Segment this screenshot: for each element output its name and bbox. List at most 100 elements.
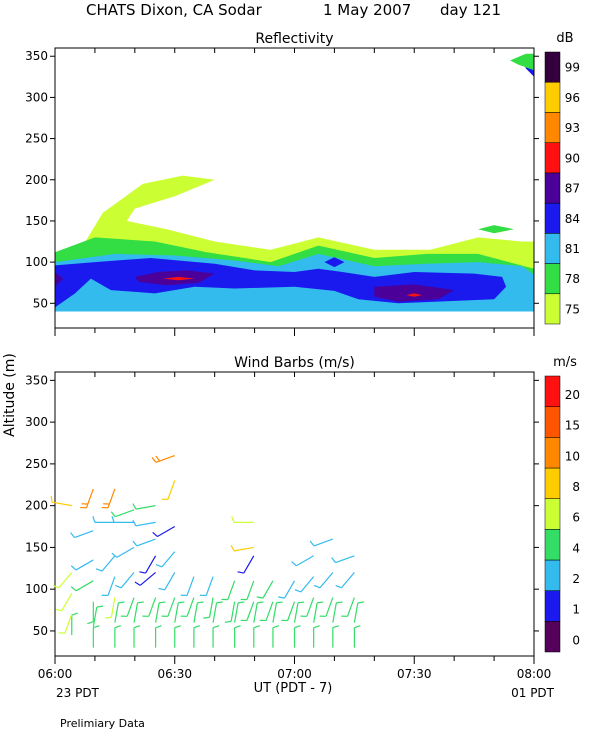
colorbar-label-1: 4 — [572, 541, 580, 555]
wind-barb — [133, 520, 156, 526]
wind-barb-staff — [194, 603, 197, 623]
y-tick-label-1: 350 — [25, 373, 48, 387]
colorbar-swatch-1 — [545, 437, 560, 468]
wind-barb — [333, 626, 339, 648]
y-tick-label-1: 100 — [25, 582, 48, 596]
wind-barb-staff — [121, 572, 134, 587]
wind-barb-staff — [354, 603, 357, 623]
colorbar-label-1: 6 — [572, 511, 580, 525]
wind-barb — [231, 545, 254, 551]
wind-barb-staff — [336, 556, 355, 563]
wind-barb — [115, 602, 125, 623]
wind-barb-staff — [295, 603, 298, 623]
wind-barb — [134, 602, 144, 623]
colorbar-label-1: 1 — [572, 603, 580, 617]
wind-barb-feather — [317, 602, 323, 603]
wind-barb-staff — [247, 581, 254, 600]
wind-barb-feather — [112, 516, 114, 522]
colorbar-swatch-1 — [545, 560, 560, 591]
wind-barb — [300, 598, 313, 617]
wind-barb-feather — [175, 626, 181, 628]
wind-barb-feather — [276, 602, 282, 603]
wind-barb-staff — [134, 603, 137, 623]
wind-barb — [181, 598, 194, 617]
colorbar-swatch-0 — [545, 82, 560, 112]
wind-barb-feather — [139, 572, 145, 573]
wind-barb — [71, 581, 93, 591]
wind-barb — [333, 602, 343, 623]
wind-barb-staff — [266, 602, 273, 621]
wind-barb — [281, 602, 294, 621]
wind-barb-feather — [71, 587, 76, 591]
wind-barb — [273, 626, 279, 648]
y-tick-label-0: 50 — [33, 296, 48, 310]
wind-barb-feather — [152, 457, 156, 462]
wind-barb-staff — [127, 598, 134, 617]
colorbar-swatch-0 — [545, 143, 560, 173]
colorbar-swatch-0 — [545, 173, 560, 203]
wind-barb-feather — [53, 585, 59, 587]
wind-barb-feather — [87, 622, 93, 624]
wind-barb-staff — [234, 547, 254, 550]
wind-barb — [336, 572, 355, 587]
wind-barb — [93, 626, 99, 648]
wind-barb — [159, 572, 175, 589]
wind-barb-staff — [165, 572, 175, 589]
wind-barb-feather — [197, 602, 203, 603]
wind-barb — [115, 626, 121, 648]
reflectivity-contour — [478, 225, 514, 233]
colorbar-label-0: 81 — [565, 242, 580, 256]
wind-barb-feather — [278, 597, 284, 598]
wind-barb-feather — [336, 602, 342, 603]
colorbar-label-0: 99 — [565, 61, 580, 75]
wind-barb-feather — [51, 496, 52, 502]
wind-barb-staff — [59, 572, 72, 587]
wind-barb — [332, 556, 355, 563]
chart-title-1: Wind Barbs (m/s) — [234, 355, 355, 371]
wind-barb-feather — [135, 582, 140, 585]
x-tick-label: 06:00 — [38, 667, 73, 681]
wind-barb-feather — [333, 626, 339, 628]
wind-barb — [225, 602, 235, 623]
colorbar-label-0: 78 — [565, 272, 580, 286]
wind-barb — [112, 516, 134, 522]
wind-barb — [153, 527, 175, 537]
x-tick-label: 07:30 — [397, 667, 432, 681]
right-time-label: 01 PDT — [511, 686, 555, 700]
wind-barb-feather — [231, 545, 234, 551]
wind-barb-feather — [105, 617, 111, 618]
wind-barb — [354, 602, 364, 623]
wind-barb-feather — [178, 602, 184, 603]
wind-barb — [102, 577, 115, 596]
wind-barb-staff — [108, 577, 115, 596]
preliminary-note: Prelimiary Data — [60, 717, 145, 730]
wind-barb — [71, 560, 93, 570]
wind-barb-staff — [149, 598, 156, 617]
wind-barb — [105, 598, 115, 619]
wind-barb — [56, 593, 72, 610]
wind-barb-feather — [133, 504, 136, 510]
wind-barb-staff — [342, 572, 355, 587]
colorbar-swatch-1 — [545, 529, 560, 560]
wind-barb-feather — [257, 602, 263, 603]
wind-barb — [292, 556, 314, 566]
wind-barb — [135, 572, 156, 585]
wind-barb — [314, 626, 320, 648]
wind-barb — [320, 598, 333, 617]
wind-barb-staff — [320, 572, 333, 587]
wind-barb — [111, 510, 134, 517]
wind-barb-staff — [140, 572, 155, 585]
wind-barb-feather — [358, 602, 364, 603]
colorbar-label-1: 8 — [572, 480, 580, 494]
wind-barb-staff — [102, 556, 115, 571]
wind-barb — [162, 598, 175, 617]
wind-barb — [80, 489, 93, 508]
colorbar-swatch-1 — [545, 376, 560, 407]
wind-barb-staff — [136, 522, 156, 525]
wind-barb-feather — [115, 585, 121, 587]
wind-barb — [241, 602, 254, 621]
wind-barb — [142, 598, 155, 617]
wind-barb-feather — [93, 516, 95, 522]
wind-barb-staff — [307, 598, 314, 617]
wind-barb — [213, 626, 219, 648]
